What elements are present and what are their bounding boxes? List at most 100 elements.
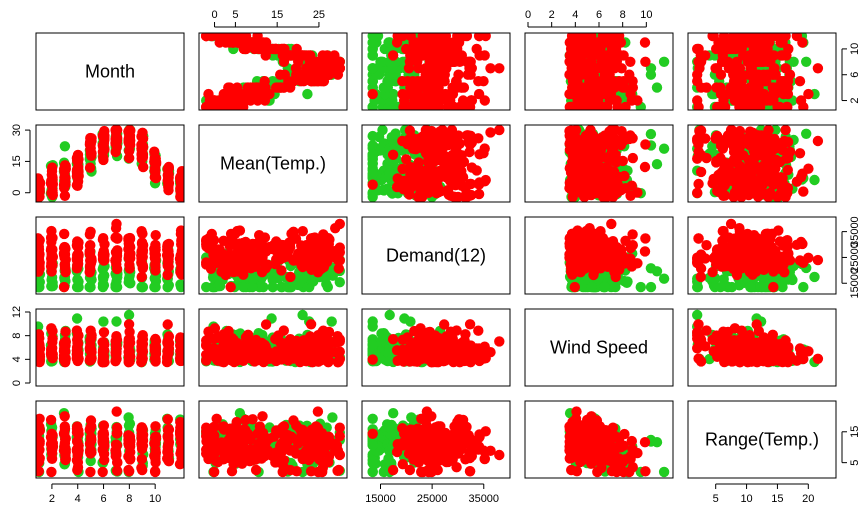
data-point: [375, 56, 386, 67]
data-point: [809, 174, 820, 186]
data-point: [618, 131, 629, 142]
data-point: [36, 344, 45, 355]
data-point: [440, 33, 452, 42]
data-point: [622, 276, 633, 287]
data-point: [701, 240, 712, 251]
data-point: [740, 253, 752, 265]
points-demand-12-vs-month: [36, 218, 184, 293]
data-point: [46, 232, 57, 244]
data-point: [111, 316, 122, 327]
data-point: [98, 233, 109, 244]
data-point: [423, 182, 435, 194]
panel-month-vs-mean-temp: [198, 32, 348, 111]
data-point: [367, 130, 378, 142]
data-point: [254, 230, 265, 241]
data-point: [137, 127, 148, 138]
data-point: [397, 178, 408, 189]
data-point: [329, 50, 340, 61]
data-point: [751, 161, 762, 173]
data-point: [615, 139, 627, 151]
data-point: [260, 37, 272, 48]
data-point: [692, 153, 703, 164]
panel-frame: [198, 124, 348, 203]
data-point: [36, 321, 44, 332]
data-point: [124, 152, 135, 164]
data-point: [692, 281, 703, 293]
points-month-vs-wind-speed: [564, 33, 670, 110]
data-point: [150, 152, 161, 164]
data-point: [452, 191, 464, 202]
data-point: [783, 152, 794, 164]
data-point: [330, 223, 341, 234]
diagonal-label-demand-12: Demand(12): [386, 246, 486, 266]
data-point: [176, 166, 184, 177]
data-point: [137, 331, 148, 342]
data-point: [794, 255, 806, 266]
data-point: [803, 252, 814, 263]
data-point: [572, 225, 583, 236]
data-point: [137, 341, 148, 352]
data-point: [564, 163, 575, 174]
data-point: [234, 225, 246, 236]
data-point: [692, 95, 703, 106]
data-point: [567, 234, 578, 246]
data-point: [375, 145, 386, 156]
data-point: [761, 152, 772, 163]
data-point: [451, 141, 462, 152]
data-point: [603, 163, 614, 175]
data-point: [479, 143, 490, 154]
data-point: [456, 150, 467, 161]
data-point: [278, 248, 290, 259]
data-point: [693, 139, 704, 150]
data-point: [270, 43, 282, 55]
data-point: [417, 131, 428, 142]
data-point: [110, 146, 121, 158]
data-point: [84, 139, 96, 150]
data-point: [367, 88, 378, 100]
points-mean-temp-vs-demand-12: [367, 125, 505, 202]
data-point: [610, 157, 622, 168]
data-point: [598, 191, 609, 202]
data-point: [46, 344, 57, 355]
data-point: [125, 252, 136, 264]
data-point: [387, 50, 399, 61]
data-point: [791, 176, 803, 187]
panel-demand-12-vs-demand-12: Demand(12): [361, 216, 511, 295]
data-point: [162, 269, 173, 281]
data-point: [594, 152, 605, 164]
data-point: [60, 336, 71, 347]
data-point: [773, 225, 784, 236]
data-point: [794, 76, 806, 87]
data-point: [452, 33, 464, 42]
data-point: [768, 33, 779, 42]
data-point: [658, 143, 670, 154]
points-month-vs-mean-temp: [201, 33, 345, 110]
data-point: [707, 266, 718, 278]
data-point: [201, 234, 212, 246]
data-point: [201, 257, 212, 268]
data-point: [768, 257, 779, 268]
data-point: [110, 223, 122, 234]
data-point: [276, 265, 287, 276]
data-point: [794, 148, 806, 159]
panel-mean-temp-vs-demand-12: [361, 124, 511, 203]
data-point: [480, 174, 491, 186]
data-point: [701, 82, 712, 93]
data-point: [425, 173, 436, 185]
data-point: [275, 69, 286, 80]
data-point: [162, 256, 173, 267]
panel-month-vs-wind-speed: [524, 32, 674, 111]
data-point: [149, 281, 160, 293]
data-point: [377, 125, 388, 136]
data-point: [267, 281, 278, 293]
data-point: [86, 347, 97, 358]
data-point: [693, 233, 704, 244]
data-point: [607, 236, 619, 247]
data-point: [626, 180, 637, 191]
data-point: [597, 182, 609, 194]
data-point: [333, 263, 344, 274]
data-point: [149, 248, 160, 259]
data-point: [627, 229, 638, 240]
data-point: [812, 254, 824, 266]
data-point: [232, 82, 243, 93]
